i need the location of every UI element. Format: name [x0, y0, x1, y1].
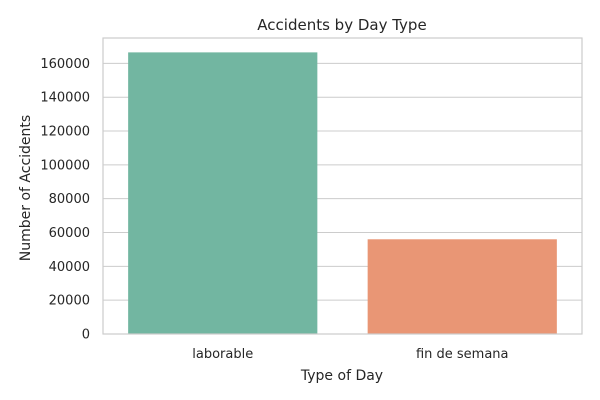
- y-tick-label: 20000: [49, 294, 90, 309]
- y-tick-label: 0: [82, 328, 90, 343]
- x-tick-labels: laborable fin de semana: [192, 347, 508, 362]
- y-tick-label: 100000: [40, 158, 90, 173]
- bars: [128, 52, 557, 335]
- y-tick-label: 40000: [49, 260, 90, 275]
- bar-fin-de-semana: [367, 239, 557, 334]
- y-axis-label: Number of Accidents: [18, 115, 34, 261]
- x-axis-label: Type of Day: [300, 368, 383, 384]
- bar-laborable: [128, 52, 318, 335]
- y-tick-label: 140000: [40, 91, 90, 106]
- x-tick-label: laborable: [192, 347, 253, 362]
- y-tick-label: 120000: [40, 125, 90, 140]
- chart-title: Accidents by Day Type: [257, 16, 426, 34]
- y-tick-label: 80000: [49, 192, 90, 207]
- plot-frame: [102, 37, 583, 335]
- y-tick-label: 60000: [49, 226, 90, 241]
- y-tick-labels: 0 20000 40000 60000 80000 100000 120000 140000 1…: [40, 57, 90, 343]
- y-tick-label: 160000: [40, 57, 90, 72]
- x-tick-label: fin de semana: [416, 347, 509, 362]
